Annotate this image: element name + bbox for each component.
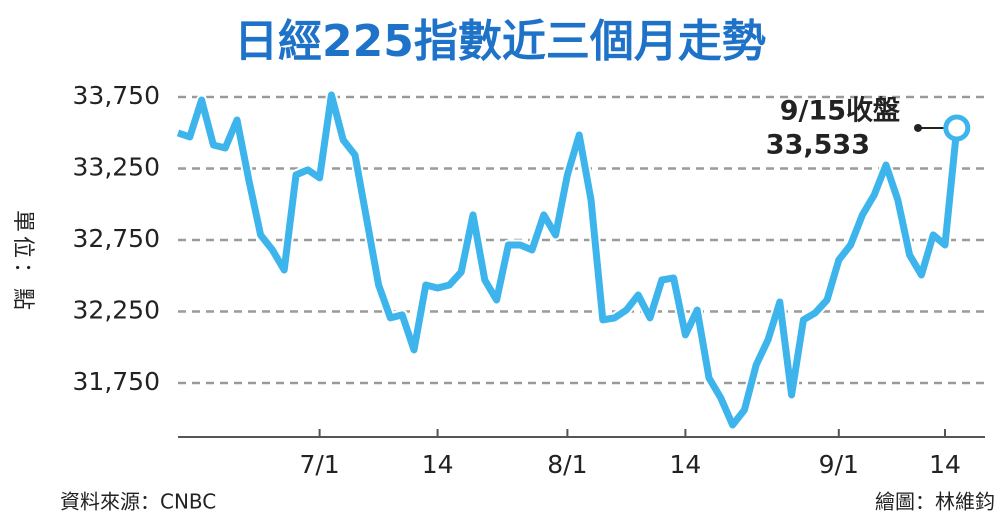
annotation-dot [914,123,922,132]
x-tick-label: 9/1 [819,450,859,479]
y-tick-label: 32,250 [73,295,160,324]
source: 資料來源：CNBC [60,490,216,514]
annotation-value: 33,533 [766,130,870,161]
y-tick-label: 33,250 [73,152,160,181]
x-tick-label: 14 [929,450,961,479]
chart-title: 日經225指數近三個月走勢 [234,16,766,67]
y-tick-label: 33,750 [73,81,160,110]
credit: 繪圖：林維鈞 [875,490,995,514]
y-tick-label: 31,750 [73,367,160,396]
end-point [943,114,971,142]
annotation-label: 9/15收盤 [780,96,901,127]
x-tick-label: 14 [422,450,454,479]
y-tick-label: 32,750 [73,224,160,253]
x-tick-label: 8/1 [547,450,587,479]
x-tick-label: 14 [669,450,701,479]
line [176,91,961,429]
y-axis-label: 單位：點 [10,210,35,314]
x-tick-label: 7/1 [299,450,339,479]
